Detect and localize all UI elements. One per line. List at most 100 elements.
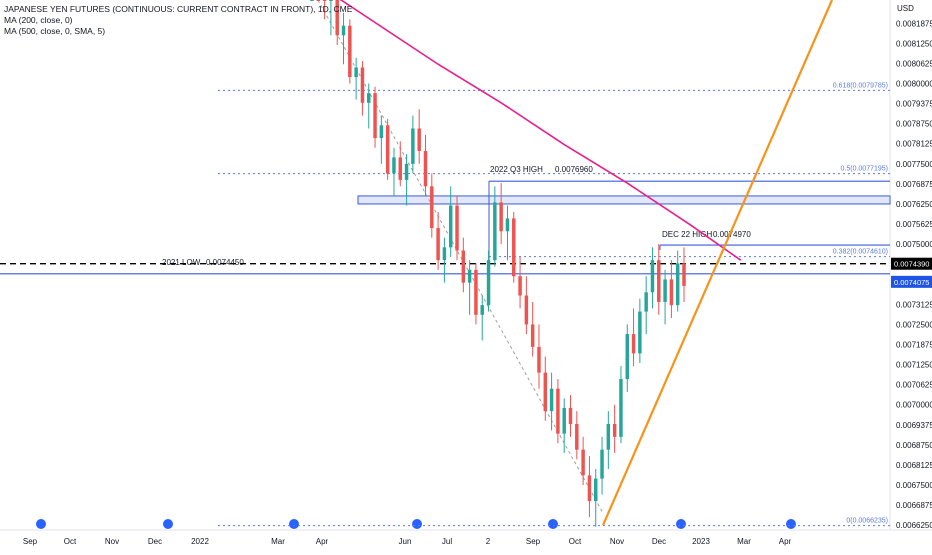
event-marker-icon (675, 518, 687, 530)
candle-body (341, 25, 346, 36)
low-2021-label: 2021 LOW (162, 258, 201, 267)
y-tick-label: 0.0068750 (896, 441, 932, 450)
x-tick-label: Jun (399, 537, 412, 546)
candle-body (392, 157, 396, 174)
candle-body (461, 250, 466, 283)
price-label-text: 0.0074390 (894, 260, 929, 269)
fib-level-label: 0.382(0.0074610) (833, 249, 888, 256)
support-zone (357, 195, 891, 205)
symbol-title: JAPANESE YEN FUTURES (CONTINUOUS: CURREN… (4, 4, 353, 14)
candle-body (398, 157, 403, 180)
event-marker-icon (288, 518, 300, 530)
candle-body (644, 292, 648, 312)
gray-diagonal-line (317, 0, 604, 514)
x-tick-label: Sep (526, 537, 541, 546)
fib-level-label: 0(0.0066235) (846, 518, 888, 525)
candle-body (436, 228, 440, 261)
x-tick-label: Oct (569, 537, 582, 546)
x-tick-label: Apr (779, 537, 792, 546)
x-tick-label: Oct (64, 537, 77, 546)
candle-body (606, 424, 611, 450)
ma200-legend: MA (200, close, 0) (4, 15, 73, 25)
candle-body (360, 67, 365, 103)
candle-body (310, 0, 314, 1)
x-tick-label: Apr (316, 537, 329, 546)
y-tick-label: 0.0076250 (896, 200, 932, 209)
event-marker-icon (162, 518, 174, 530)
candle-body (568, 407, 573, 424)
y-tick-label: 0.0066250 (896, 521, 932, 530)
y-tick-label: 0.0070000 (896, 401, 932, 410)
candle-body (682, 263, 686, 286)
y-tick-label: 0.0067500 (896, 481, 932, 490)
event-marker-icon (411, 518, 423, 530)
candle-body (335, 0, 339, 36)
price-label-text: 0.0074075 (894, 278, 929, 287)
event-marker-icon (785, 518, 797, 530)
candle-body (348, 25, 352, 78)
y-tick-label: 0.0078125 (896, 140, 932, 149)
candle-body (448, 205, 453, 248)
ma200-line (339, 0, 742, 261)
y-tick-label: 0.0075625 (896, 220, 932, 229)
candle-body (663, 279, 667, 302)
candle-body (417, 128, 421, 151)
candle-body (480, 305, 484, 315)
x-tick-label: 2022 (191, 537, 209, 546)
candle-body (612, 424, 617, 437)
candle-body (650, 260, 655, 293)
candle-body (486, 260, 491, 306)
candle-body (423, 150, 428, 187)
x-tick-label: Dec (148, 537, 162, 546)
candle-body (499, 202, 503, 232)
candle-body (657, 260, 661, 302)
candle-body (575, 424, 579, 450)
event-marker-icon (35, 518, 47, 530)
candle-body (537, 346, 541, 373)
y-tick-label: 0.0066875 (896, 501, 932, 510)
fib-level-label: 0.618(0.0079785) (833, 82, 888, 89)
event-marker-icon (547, 518, 559, 530)
candle-body (593, 478, 598, 502)
candle-body (600, 449, 604, 479)
y-tick-label: 0.0079375 (896, 100, 932, 109)
y-tick-label: 0.0078750 (896, 120, 932, 129)
candle-body (556, 388, 560, 434)
price-label-box (891, 257, 932, 270)
chart-legend: JAPANESE YEN FUTURES (CONTINUOUS: CURREN… (4, 4, 352, 37)
candle-body (549, 388, 554, 412)
x-tick-label: Mar (271, 537, 285, 546)
candle-body (373, 93, 377, 139)
x-tick-label: Nov (105, 537, 119, 546)
candle-body (562, 407, 566, 434)
x-tick-label: Jul (442, 537, 452, 546)
candle-body (512, 218, 516, 277)
y-tick-label: 0.0080625 (896, 59, 932, 68)
y-tick-label: 0.0073125 (896, 300, 932, 309)
candle-body (404, 163, 409, 180)
ma500-legend: MA (500, close, 0, SMA, 5) (4, 26, 106, 36)
candle-body (467, 269, 472, 283)
q3-high-value: 0.0076960 (555, 165, 593, 174)
q3-high-label: 2022 Q3 HIGH (490, 165, 543, 174)
candle-body (430, 186, 434, 229)
candle-body (619, 379, 623, 437)
candle-body (518, 276, 522, 296)
currency-label: USD (897, 4, 914, 13)
candle-body (411, 128, 415, 164)
y-tick-label: 0.0070625 (896, 381, 932, 390)
candle-body (638, 311, 642, 354)
candle-body (367, 93, 371, 103)
y-tick-label: 0.0075000 (896, 240, 932, 249)
candle-body (354, 67, 358, 78)
y-tick-label: 0.0072500 (896, 320, 932, 329)
candle-body (442, 247, 447, 261)
candle-body (379, 125, 384, 139)
candle-body (524, 295, 529, 325)
orange-trendline (601, 0, 834, 526)
dec-high-value: 0.0074970 (713, 230, 751, 239)
x-tick-label: 2 (486, 537, 491, 546)
